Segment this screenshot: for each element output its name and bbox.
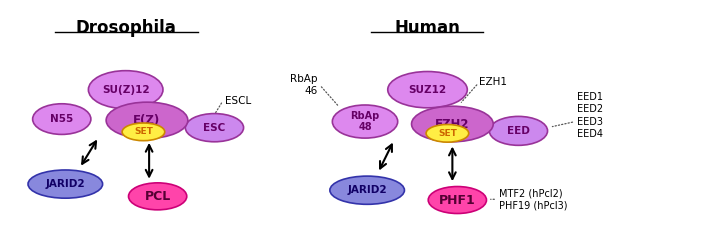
Text: SET: SET bbox=[134, 127, 153, 136]
Ellipse shape bbox=[332, 105, 398, 138]
Text: EED1
EED2
EED3
EED4: EED1 EED2 EED3 EED4 bbox=[577, 92, 602, 139]
Ellipse shape bbox=[388, 71, 467, 108]
Ellipse shape bbox=[28, 170, 103, 198]
Text: EED: EED bbox=[507, 126, 530, 136]
Text: ESC: ESC bbox=[203, 123, 225, 133]
Ellipse shape bbox=[429, 186, 486, 214]
Text: PHF1: PHF1 bbox=[439, 193, 476, 207]
Text: JARID2: JARID2 bbox=[46, 179, 85, 189]
Text: JARID2: JARID2 bbox=[347, 185, 387, 195]
Ellipse shape bbox=[489, 116, 548, 145]
Ellipse shape bbox=[33, 104, 91, 134]
Ellipse shape bbox=[426, 124, 468, 142]
Text: ESCL: ESCL bbox=[225, 96, 252, 106]
Text: RbAp
48: RbAp 48 bbox=[350, 111, 379, 132]
Text: PCL: PCL bbox=[145, 190, 170, 203]
Text: RbAp
46: RbAp 46 bbox=[290, 74, 317, 96]
Ellipse shape bbox=[88, 71, 163, 109]
Text: N55: N55 bbox=[50, 114, 73, 124]
Text: Human: Human bbox=[394, 19, 461, 36]
Ellipse shape bbox=[106, 102, 188, 138]
Text: SU(Z)12: SU(Z)12 bbox=[102, 85, 150, 95]
Text: EZH1: EZH1 bbox=[478, 77, 507, 87]
Text: EZH2: EZH2 bbox=[435, 118, 470, 130]
Ellipse shape bbox=[330, 176, 404, 204]
Text: E(Z): E(Z) bbox=[133, 114, 160, 127]
Text: Drosophila: Drosophila bbox=[76, 19, 176, 36]
Ellipse shape bbox=[411, 106, 493, 142]
Ellipse shape bbox=[128, 183, 187, 210]
Text: SUZ12: SUZ12 bbox=[409, 85, 446, 95]
Ellipse shape bbox=[185, 114, 244, 142]
Text: SET: SET bbox=[438, 129, 457, 138]
Text: MTF2 (hPcl2)
PHF19 (hPcl3): MTF2 (hPcl2) PHF19 (hPcl3) bbox=[498, 188, 567, 211]
Ellipse shape bbox=[122, 123, 165, 141]
